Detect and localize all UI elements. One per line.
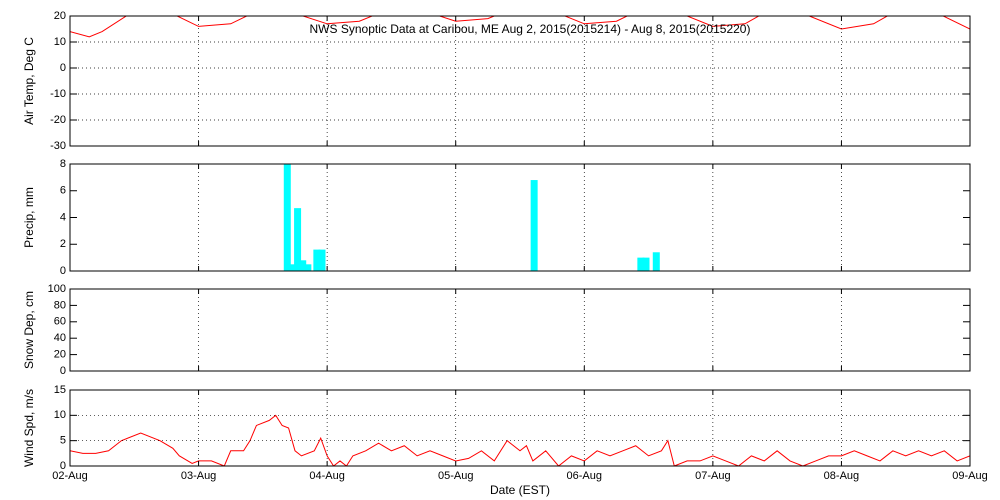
bar xyxy=(313,249,321,271)
y-tick-label: 20 xyxy=(54,349,66,361)
y-axis-label: Snow Dep, cm xyxy=(22,291,36,369)
y-tick-label: 0 xyxy=(60,365,66,377)
y-tick-label: 40 xyxy=(54,332,66,344)
y-tick-label: 80 xyxy=(54,299,66,311)
y-tick-label: 0 xyxy=(60,62,66,74)
y-tick-label: 5 xyxy=(60,435,66,447)
data-line xyxy=(70,414,970,466)
y-tick-label: 2 xyxy=(60,238,66,250)
x-axis-label: Date (EST) xyxy=(490,483,550,497)
y-tick-label: 8 xyxy=(60,158,66,170)
y-tick-label: -20 xyxy=(50,114,66,126)
y-tick-label: 100 xyxy=(48,283,66,295)
y-axis-label: Air Temp, Deg C xyxy=(22,37,36,125)
plot-area xyxy=(283,164,660,271)
y-tick-label: -30 xyxy=(50,140,66,152)
x-tick-label: 06-Aug xyxy=(567,470,602,482)
x-tick-label: 02-Aug xyxy=(52,470,87,482)
y-tick-label: 0 xyxy=(60,265,66,277)
bar xyxy=(304,264,312,271)
y-tick-label: 15 xyxy=(54,384,66,396)
x-tick-label: 03-Aug xyxy=(181,470,216,482)
y-axis-label: Wind Spd, m/s xyxy=(22,389,36,467)
y-tick-label: 20 xyxy=(54,10,66,22)
x-tick-label: 07-Aug xyxy=(695,470,730,482)
bar xyxy=(637,257,645,271)
bar xyxy=(642,257,650,271)
bar xyxy=(288,264,296,271)
y-tick-label: 6 xyxy=(60,185,66,197)
bar xyxy=(652,252,660,271)
x-tick-label: 05-Aug xyxy=(438,470,473,482)
plot-area xyxy=(70,414,970,466)
bar xyxy=(283,164,291,271)
y-tick-label: 4 xyxy=(60,211,66,223)
bar xyxy=(299,260,307,271)
panel-frame xyxy=(69,389,971,467)
bar xyxy=(294,208,302,271)
bar xyxy=(318,249,326,271)
y-tick-label: 60 xyxy=(54,316,66,328)
x-tick-label: 04-Aug xyxy=(309,470,344,482)
panel-frame xyxy=(69,15,971,147)
panel-frame xyxy=(69,288,971,372)
y-axis-label: Precip, mm xyxy=(22,187,36,248)
panel-frame xyxy=(69,163,971,272)
x-tick-label: 09-Aug xyxy=(952,470,987,482)
bar xyxy=(530,180,538,271)
x-tick-label: 08-Aug xyxy=(824,470,859,482)
y-tick-label: 10 xyxy=(54,36,66,48)
y-tick-label: -10 xyxy=(50,88,66,100)
plot-area xyxy=(70,16,970,38)
y-tick-label: 0 xyxy=(60,460,66,472)
data-line xyxy=(70,16,970,38)
y-tick-label: 10 xyxy=(54,409,66,421)
chart-title: NWS Synoptic Data at Caribou, ME Aug 2, … xyxy=(310,22,751,36)
